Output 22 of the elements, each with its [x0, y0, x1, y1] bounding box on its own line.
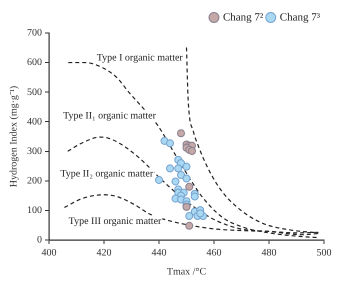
y-axis-title: Hydrogen Index (mg·g⁻¹)	[8, 86, 20, 188]
x-tick-label: 460	[206, 248, 222, 259]
y-tick-label: 200	[27, 175, 42, 186]
x-tick-label: 500	[316, 248, 332, 259]
y-tick-label: 700	[27, 28, 42, 39]
y-tick-label: 400	[27, 116, 42, 128]
annotation: Type II₂ organic matter	[60, 168, 154, 180]
x-tick-label: 440	[152, 248, 166, 259]
x-axis-title: Tmax /°C	[166, 266, 206, 278]
y-tick-label: 500	[27, 86, 42, 98]
y-tick-label: 100	[27, 205, 42, 216]
x-tick-label: 400	[42, 248, 56, 259]
legend-label: Chang 7³	[280, 11, 321, 24]
annotation: Type I organic matter	[96, 52, 184, 64]
annotation: Type III organic matter	[68, 216, 162, 227]
x-tick-label: 420	[96, 248, 112, 259]
legend-label: Chang 7²	[222, 11, 264, 24]
annotation: Type II₁ organic matter	[63, 110, 157, 122]
y-tick-label: 600	[27, 57, 42, 68]
y-tick-label: 0	[37, 234, 42, 246]
x-tick-label: 480	[262, 248, 276, 259]
y-tick-label: 300	[27, 146, 42, 157]
